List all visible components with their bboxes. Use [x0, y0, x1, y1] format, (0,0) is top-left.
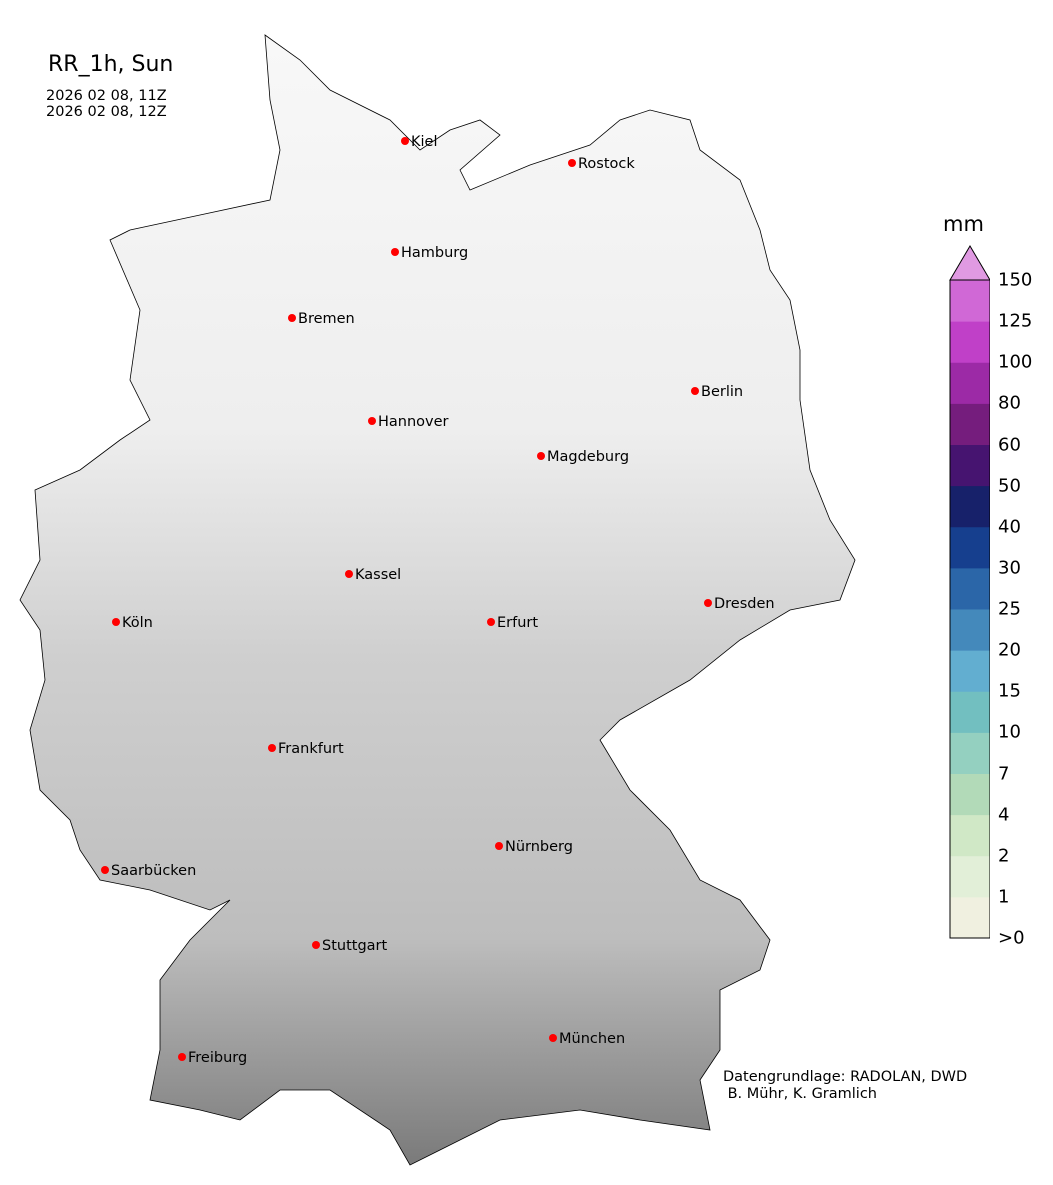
city-marker	[101, 866, 109, 874]
city-label: Saarbücken	[111, 863, 196, 879]
city-marker	[537, 452, 545, 460]
city-marker	[495, 842, 503, 850]
city-layer: Kiel Rostock Hamburg Bremen Berlin Hannover Ma…	[101, 134, 775, 1066]
city-freiburg: Freiburg	[178, 1050, 247, 1066]
city-kassel: Kassel	[345, 567, 401, 583]
city-marker	[312, 941, 320, 949]
colorbar-segment	[950, 403, 990, 445]
colorbar-segment	[950, 814, 990, 857]
city-marker	[704, 599, 712, 607]
colorbar-segment	[950, 691, 990, 733]
map-title: RR_1h, Sun	[48, 52, 174, 77]
colorbar-tick-label: 80	[998, 392, 1021, 414]
city-stuttgart: Stuttgart	[312, 938, 388, 954]
city-label: Freiburg	[188, 1050, 247, 1066]
city-label: Bremen	[298, 311, 355, 327]
colorbar-tick-label: 125	[998, 310, 1033, 332]
city-hamburg: Hamburg	[391, 245, 468, 261]
city-label: Kassel	[355, 567, 401, 583]
city-marker	[345, 570, 353, 578]
colorbar-tick-label: 4	[998, 804, 1010, 826]
city-label: Berlin	[701, 384, 743, 400]
city-label: Stuttgart	[322, 938, 388, 954]
city-label: Erfurt	[497, 615, 538, 631]
credit-data-source: Datengrundlage: RADOLAN, DWD	[723, 1069, 968, 1085]
city-berlin: Berlin	[691, 384, 743, 400]
city-marker	[549, 1034, 557, 1042]
colorbar-tick-label: 1	[998, 886, 1010, 908]
city-marker	[368, 417, 376, 425]
city-dresden: Dresden	[704, 596, 775, 612]
city-köln: Köln	[112, 615, 153, 631]
city-magdeburg: Magdeburg	[537, 449, 629, 465]
colorbar-segment	[950, 444, 990, 487]
city-münchen: München	[549, 1031, 625, 1047]
city-marker	[112, 618, 120, 626]
credit-authors: B. Mühr, K. Gramlich	[723, 1086, 877, 1102]
colorbar-segment	[950, 526, 990, 569]
city-kiel: Kiel	[401, 134, 438, 150]
colorbar-tick-label: 100	[998, 351, 1033, 373]
city-label: Köln	[122, 615, 153, 631]
colorbar	[949, 245, 990, 939]
colorbar-tick-label: 15	[998, 680, 1021, 702]
city-marker	[487, 618, 495, 626]
city-nürnberg: Nürnberg	[495, 839, 573, 855]
colorbar-segment	[950, 855, 990, 898]
colorbar-unit: mm	[943, 212, 984, 236]
city-label: Dresden	[714, 596, 775, 612]
city-label: München	[559, 1031, 625, 1047]
colorbar-tick-label: 10	[998, 721, 1021, 743]
colorbar-tick-label: 50	[998, 475, 1021, 497]
city-hannover: Hannover	[368, 414, 449, 430]
city-marker	[568, 159, 576, 167]
colorbar-tick-label: 25	[998, 598, 1021, 620]
city-bremen: Bremen	[288, 311, 355, 327]
city-marker	[288, 314, 296, 322]
city-marker	[268, 744, 276, 752]
city-label: Hamburg	[401, 245, 468, 261]
colorbar-segment	[950, 896, 990, 939]
city-label: Frankfurt	[278, 741, 344, 757]
colorbar-tick-label: 20	[998, 639, 1021, 661]
city-rostock: Rostock	[568, 156, 635, 172]
city-label: Kiel	[411, 134, 438, 150]
colorbar-segment	[950, 773, 990, 816]
city-marker	[691, 387, 699, 395]
colorbar-segment	[950, 732, 990, 774]
city-label: Rostock	[578, 156, 635, 172]
germany-outline	[19, 34, 856, 1166]
city-marker	[401, 137, 409, 145]
colorbar-segment	[950, 485, 990, 528]
colorbar-segment	[950, 567, 990, 610]
city-saarbücken: Saarbücken	[101, 863, 196, 879]
city-erfurt: Erfurt	[487, 615, 538, 631]
colorbar-segment	[950, 321, 990, 363]
colorbar-frame	[949, 279, 990, 939]
city-label: Magdeburg	[547, 449, 629, 465]
time-end: 2026 02 08, 12Z	[46, 104, 167, 120]
colorbar-tick-label: 60	[998, 434, 1021, 455]
colorbar-segment	[950, 362, 990, 404]
city-label: Hannover	[378, 414, 449, 430]
colorbar-tick-label: 7	[998, 763, 1010, 784]
colorbar-tick-label: 150	[998, 269, 1033, 291]
city-frankfurt: Frankfurt	[268, 741, 344, 757]
city-marker	[391, 248, 399, 256]
time-start: 2026 02 08, 11Z	[46, 88, 167, 104]
city-label: Nürnberg	[505, 839, 573, 855]
colorbar-extend-max	[949, 245, 990, 281]
colorbar-tick-label: >0	[998, 927, 1025, 949]
germany-map: Kiel Rostock Hamburg Bremen Berlin Hannover Ma…	[19, 34, 856, 1166]
city-marker	[178, 1053, 186, 1061]
colorbar-tick-label: 40	[998, 516, 1021, 538]
colorbar-segment	[950, 609, 990, 651]
colorbar-segment	[950, 650, 990, 692]
colorbar-tick-label: 2	[998, 845, 1010, 867]
colorbar-segment	[950, 280, 990, 322]
colorbar-tick-label: 30	[998, 557, 1021, 579]
